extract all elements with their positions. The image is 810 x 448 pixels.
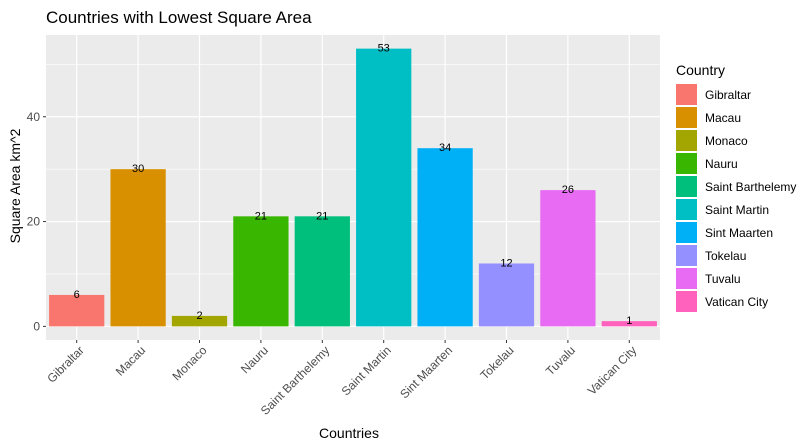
data-label: 21 <box>316 210 328 222</box>
data-label: 30 <box>132 163 144 175</box>
legend-swatch <box>676 199 697 220</box>
x-tick-label: Tuvalu <box>543 343 578 378</box>
legend-label: Saint Barthelemy <box>705 180 796 194</box>
data-label: 26 <box>562 184 574 196</box>
y-tick-label: 20 <box>27 215 41 229</box>
data-label: 1 <box>626 315 632 327</box>
x-tick-label: Nauru <box>238 343 271 376</box>
data-label: 2 <box>196 310 202 322</box>
x-tick-label: Macau <box>113 343 148 378</box>
legend-swatch <box>676 107 697 128</box>
legend-swatch <box>676 268 697 289</box>
bar-sint-maarten <box>417 148 473 327</box>
bar-saint-martin <box>356 48 412 327</box>
x-tick-label: Saint Martin <box>339 343 394 398</box>
legend-swatch <box>676 153 697 174</box>
bar-vatican-city <box>601 321 657 327</box>
legend: Country Gibraltar Macau Monaco Nauru Saint B… <box>676 62 796 312</box>
legend-swatch <box>676 245 697 266</box>
bars <box>49 48 657 327</box>
legend-swatch <box>676 130 697 151</box>
legend-title: Country <box>676 62 725 78</box>
x-tick-label: Monaco <box>170 343 210 383</box>
legend-label: Vatican City <box>705 295 768 309</box>
data-label: 21 <box>255 210 267 222</box>
legend-label: Tuvalu <box>705 272 741 286</box>
x-tick-label: Tokelau <box>477 343 516 382</box>
x-axis-title: Countries <box>319 425 379 441</box>
legend-label: Sint Maarten <box>705 226 773 240</box>
data-label: 12 <box>500 257 512 269</box>
legend-label: Macau <box>705 111 741 125</box>
legend-swatch <box>676 222 697 243</box>
data-label: 53 <box>378 43 390 55</box>
bar-nauru <box>233 216 289 327</box>
x-tick-label: Gibraltar <box>44 343 86 385</box>
y-tick-label: 0 <box>33 319 40 333</box>
data-label: 6 <box>74 289 80 301</box>
x-tick-label: Sint Maarten <box>397 343 455 401</box>
bar-saint-barthelemy <box>294 216 350 327</box>
bar-tuvalu <box>540 190 596 327</box>
legend-swatch <box>676 291 697 312</box>
y-axis-ticks: 0 20 40 <box>27 110 46 333</box>
bar-gibraltar <box>49 294 105 327</box>
bar-monaco <box>171 315 228 327</box>
legend-label: Saint Martin <box>705 203 769 217</box>
legend-label: Nauru <box>705 157 738 171</box>
legend-label: Gibraltar <box>705 88 751 102</box>
legend-swatch <box>676 84 697 105</box>
legend-label: Monaco <box>705 134 748 148</box>
y-tick-label: 40 <box>27 110 41 124</box>
bar-macau <box>110 169 166 327</box>
data-label: 34 <box>439 142 451 154</box>
data-labels: 6 30 2 21 21 53 34 12 26 1 <box>74 43 633 328</box>
bar-tokelau <box>478 263 535 327</box>
chart-title: Countries with Lowest Square Area <box>46 8 312 27</box>
x-tick-label: Vatican City <box>585 343 640 398</box>
legend-swatch <box>676 176 697 197</box>
legend-label: Tokelau <box>705 249 746 263</box>
y-axis-title: Square Area km^2 <box>7 128 23 243</box>
